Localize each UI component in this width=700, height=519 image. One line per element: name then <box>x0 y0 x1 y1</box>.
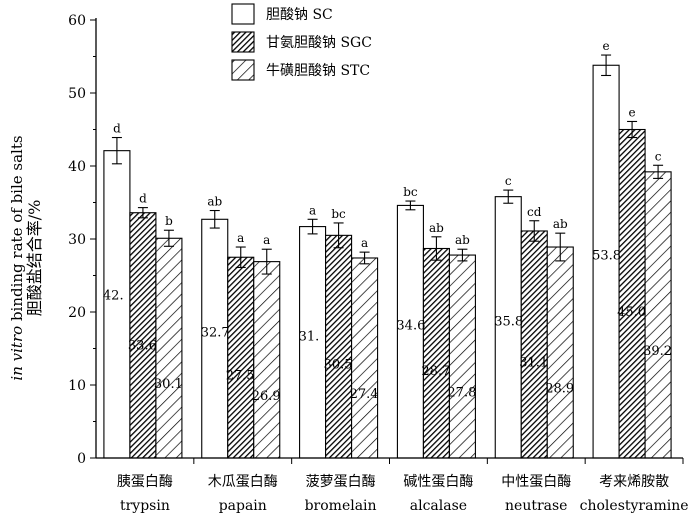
y-axis-title-cn: 胆酸盐结合率/% <box>25 200 44 317</box>
significance-letter: a <box>309 203 316 217</box>
significance-letter: a <box>361 236 368 250</box>
x-category-label-en: cholestyramine <box>580 498 689 514</box>
significance-letter: c <box>505 174 512 188</box>
value-label: 28.7 <box>421 364 450 379</box>
legend-swatch <box>231 3 255 25</box>
x-category-label-en: neutrase <box>505 498 567 514</box>
bar-group-papain: ab a a <box>201 195 281 459</box>
bar-trypsin-sgc <box>129 212 157 459</box>
bar-group-bromelain: a bc a <box>299 203 379 459</box>
value-label: 27.8 <box>447 386 476 401</box>
value-label: 39.2 <box>643 344 672 359</box>
bar-trypsin-stc <box>155 237 183 459</box>
bar-group-trypsin: d d b <box>103 122 183 459</box>
value-label: 42. <box>103 288 124 303</box>
y-axis-title-text: 胆酸盐结合率/% <box>25 200 44 317</box>
y-axis-title: 胆酸盐结合率/% in vitro binding rate of bile s… <box>8 135 44 380</box>
value-label: 53.8 <box>592 249 621 264</box>
value-label: 45.0 <box>617 305 646 320</box>
significance-letter: a <box>263 233 270 247</box>
bar-bromelain-stc <box>351 257 379 459</box>
y-axis-title-en-text: in vitro binding rate of bile salts <box>8 135 26 380</box>
value-label: 35.8 <box>494 314 523 329</box>
significance-letter: cd <box>527 205 542 219</box>
significance-letter: ab <box>429 221 444 235</box>
x-category-label-cn: 菠萝蛋白酶 <box>306 474 376 490</box>
legend-label: 胆酸钠 SC <box>266 7 333 23</box>
significance-letter: bc <box>403 185 418 199</box>
significance-letter: e <box>603 39 610 53</box>
legend-label: 牛磺胆酸钠 STC <box>266 63 370 79</box>
y-tick-label: 10 <box>68 378 86 394</box>
y-tick-label: 0 <box>77 451 86 467</box>
legend: 胆酸钠 SC 甘氨胆酸钠 SGC 牛磺胆酸钠 STC <box>231 3 372 81</box>
bar-papain-sgc <box>227 256 255 459</box>
legend-item-sc: 胆酸钠 SC <box>231 3 333 25</box>
bar-neutrase-sc <box>494 196 522 459</box>
bar-papain-stc <box>253 261 281 459</box>
y-tick-label: 20 <box>68 305 86 321</box>
significance-letter: c <box>655 149 662 163</box>
value-label: 31.1 <box>519 355 548 370</box>
legend-swatch <box>231 31 255 53</box>
value-label: 27.4 <box>350 387 379 402</box>
x-category-label-cn: 考来烯胺散 <box>599 474 669 490</box>
significance-letter: ab <box>207 195 222 209</box>
significance-letter: e <box>629 105 636 119</box>
bar-alcalase-sgc <box>422 247 450 459</box>
y-axis-title-en-italic: in vitro <box>8 326 26 381</box>
bar-neutrase-sgc <box>520 230 548 459</box>
x-category-label-cn: 胰蛋白酶 <box>117 474 173 490</box>
legend-label: 甘氨胆酸钠 SGC <box>266 35 372 51</box>
legend-item-stc: 牛磺胆酸钠 STC <box>231 59 370 81</box>
legend-swatch <box>231 59 255 81</box>
y-tick-label: 60 <box>68 13 86 29</box>
value-label: 34.6 <box>396 319 425 334</box>
x-axis: 胰蛋白酶 trypsin 木瓜蛋白酶 papain 菠萝蛋白酶 bromelain 碱性蛋白… <box>96 457 689 514</box>
bar-cholestyramine-sgc <box>618 128 646 459</box>
value-label: 31. <box>299 329 320 344</box>
y-axis: 0 10 20 30 40 50 60 <box>68 13 97 467</box>
y-tick-label: 40 <box>68 159 86 175</box>
bar-trypsin-sc <box>103 150 131 459</box>
bar-alcalase-sc <box>396 204 424 459</box>
significance-letter: a <box>237 231 244 245</box>
legend-item-sgc: 甘氨胆酸钠 SGC <box>231 31 372 53</box>
x-category-label-en: bromelain <box>305 498 377 514</box>
bar-bromelain-sgc <box>325 234 353 459</box>
significance-letter: d <box>113 122 121 136</box>
y-tick-label: 50 <box>68 86 86 102</box>
x-category-label-cn: 中性蛋白酶 <box>501 474 571 490</box>
x-category-label-cn: 碱性蛋白酶 <box>403 474 473 490</box>
significance-letter: b <box>165 214 173 228</box>
value-label: 33.6 <box>128 338 157 353</box>
significance-letter: ab <box>455 233 470 247</box>
significance-letter: ab <box>553 217 568 231</box>
value-label: 26.9 <box>252 389 281 404</box>
bar-neutrase-stc <box>546 246 574 459</box>
value-label: 28.9 <box>545 382 574 397</box>
significance-letter: bc <box>331 207 346 221</box>
bar-group-cholestyramine: e e c <box>592 39 672 459</box>
y-tick-label: 30 <box>68 232 86 248</box>
bar-cholestyramine-stc <box>644 171 672 459</box>
significance-letter: d <box>139 192 147 206</box>
value-label: 27.5 <box>226 369 255 384</box>
x-category-label-cn: 木瓜蛋白酶 <box>208 474 278 490</box>
x-category-label-en: trypsin <box>120 498 170 514</box>
x-category-label-en: alcalase <box>410 498 467 514</box>
value-label: 30.5 <box>324 358 353 373</box>
value-labels-layer: 42. 33.6 30.1 32.7 27.5 26.9 31. 30.5 27.4 34.6 28… <box>103 249 672 404</box>
bar-alcalase-stc <box>448 254 476 459</box>
value-label: 32.7 <box>201 326 230 341</box>
x-category-label-en: papain <box>219 498 267 514</box>
value-label: 30.1 <box>154 377 183 392</box>
y-axis-title-en: binding rate of bile salts <box>8 135 26 325</box>
